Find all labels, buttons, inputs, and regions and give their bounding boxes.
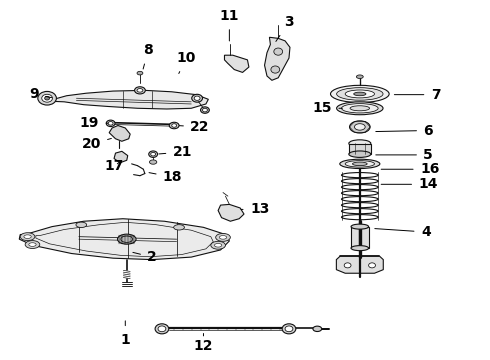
Ellipse shape [352,162,367,166]
Ellipse shape [271,66,280,73]
Ellipse shape [344,263,351,268]
Text: 10: 10 [177,51,196,73]
Polygon shape [114,151,128,163]
Ellipse shape [337,87,383,100]
Ellipse shape [331,85,389,103]
Ellipse shape [76,222,87,228]
Text: 20: 20 [81,137,111,151]
Ellipse shape [349,151,371,157]
Ellipse shape [342,104,378,113]
Text: 6: 6 [376,123,433,138]
Ellipse shape [274,48,283,55]
Text: 14: 14 [381,177,438,191]
Ellipse shape [351,224,368,229]
Ellipse shape [169,122,179,129]
Ellipse shape [135,87,146,94]
Ellipse shape [340,159,380,168]
Ellipse shape [368,263,375,268]
Ellipse shape [215,243,222,247]
Ellipse shape [349,121,370,133]
Ellipse shape [137,89,143,92]
Polygon shape [336,256,383,273]
Ellipse shape [24,235,31,238]
Ellipse shape [194,96,200,100]
Ellipse shape [108,122,113,125]
Text: 15: 15 [313,101,343,115]
Ellipse shape [173,225,184,230]
Text: 11: 11 [220,9,239,41]
Ellipse shape [351,246,368,251]
Text: 16: 16 [381,162,440,176]
Ellipse shape [345,161,374,167]
Polygon shape [265,37,290,80]
Ellipse shape [155,324,169,334]
Text: 8: 8 [143,43,153,69]
Ellipse shape [216,233,230,241]
Text: 4: 4 [375,225,431,239]
Ellipse shape [220,235,227,239]
Text: 21: 21 [159,145,192,159]
Ellipse shape [20,233,35,240]
Ellipse shape [118,234,136,244]
Ellipse shape [211,241,225,249]
Polygon shape [351,226,368,248]
Text: 17: 17 [104,159,124,174]
Text: 9: 9 [29,87,52,101]
Ellipse shape [192,94,202,102]
Ellipse shape [149,160,157,164]
Ellipse shape [172,124,176,127]
Text: 7: 7 [394,87,441,102]
Text: 22: 22 [179,120,210,134]
Ellipse shape [200,107,209,113]
Text: 12: 12 [194,333,213,353]
Ellipse shape [313,326,322,332]
Text: 1: 1 [121,321,130,347]
Ellipse shape [285,326,293,332]
Ellipse shape [45,96,49,100]
Ellipse shape [337,102,383,115]
Ellipse shape [349,140,371,147]
Ellipse shape [137,71,143,75]
Ellipse shape [29,243,36,246]
Ellipse shape [350,106,369,111]
Polygon shape [224,55,249,72]
Ellipse shape [158,326,166,332]
Text: 19: 19 [80,116,108,130]
Polygon shape [218,204,244,221]
Polygon shape [109,126,130,141]
Ellipse shape [354,92,366,96]
Ellipse shape [151,152,156,156]
Polygon shape [19,219,229,260]
Ellipse shape [202,108,207,112]
Text: 18: 18 [149,170,182,184]
Text: 3: 3 [276,15,294,41]
Ellipse shape [354,124,365,130]
Text: 13: 13 [241,202,270,216]
Ellipse shape [42,94,52,102]
Ellipse shape [38,91,56,105]
Polygon shape [47,90,208,109]
Text: 2: 2 [133,250,157,264]
Ellipse shape [282,324,296,334]
Ellipse shape [356,75,363,78]
Ellipse shape [121,236,133,242]
Ellipse shape [25,240,40,248]
Polygon shape [349,144,371,154]
Ellipse shape [106,120,115,127]
Text: 5: 5 [376,148,433,162]
Ellipse shape [149,151,158,157]
Ellipse shape [345,90,374,98]
